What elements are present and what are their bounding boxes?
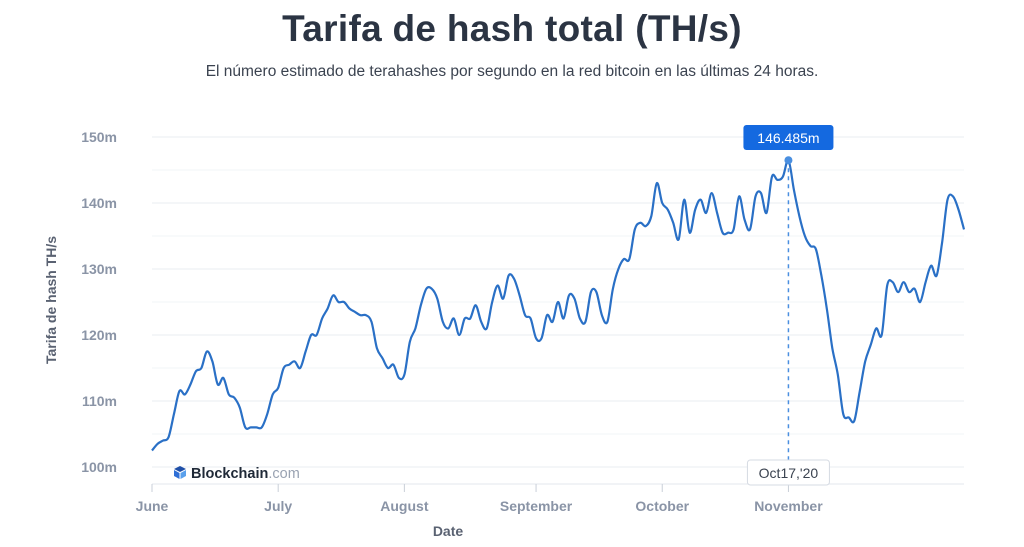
value-tooltip xyxy=(743,125,834,150)
y-tick-label: 100m xyxy=(81,459,117,475)
x-tick-label: August xyxy=(380,498,429,514)
y-tick-label: 140m xyxy=(81,195,117,211)
watermark-brand: Blockchain xyxy=(191,466,268,482)
y-tick-label: 110m xyxy=(82,393,117,409)
watermark-suffix: .com xyxy=(268,466,299,482)
x-tick-label: June xyxy=(136,498,169,514)
x-axis-ticks: June July August September October November xyxy=(136,483,964,514)
highlight-point[interactable] xyxy=(784,156,793,165)
blockchain-logo-icon xyxy=(174,466,186,479)
svg-text:Blockchain.com: Blockchain.com xyxy=(191,466,300,482)
x-tick-label: September xyxy=(500,498,573,514)
x-tick-label: October xyxy=(635,498,689,514)
y-tick-label: 130m xyxy=(81,261,117,277)
y-axis-label: Tarifa de hash TH/s xyxy=(43,236,59,364)
date-tooltip-label: Oct17,'20 xyxy=(759,465,819,481)
series-group xyxy=(151,159,966,452)
x-axis-label: Date xyxy=(433,523,464,539)
x-tick-label: November xyxy=(754,498,823,514)
y-tick-label: 150m xyxy=(81,129,117,145)
date-tooltip xyxy=(746,459,830,486)
chart-title: Tarifa de hash total (TH/s) xyxy=(282,8,742,49)
value-tooltip-label: 146.485m xyxy=(757,130,819,146)
chart-subtitle: El número estimado de terahashes por seg… xyxy=(205,63,819,80)
y-axis-ticks: 100m 110m 120m 130m 140m 150m xyxy=(81,129,117,475)
hash-rate-series-line[interactable] xyxy=(151,159,966,452)
y-tick-label: 120m xyxy=(81,327,117,343)
x-tick-label: July xyxy=(264,498,292,514)
watermark-logo: Blockchain.com xyxy=(174,466,300,482)
highlight-group: 146.485m Oct17,'20 xyxy=(743,125,834,486)
